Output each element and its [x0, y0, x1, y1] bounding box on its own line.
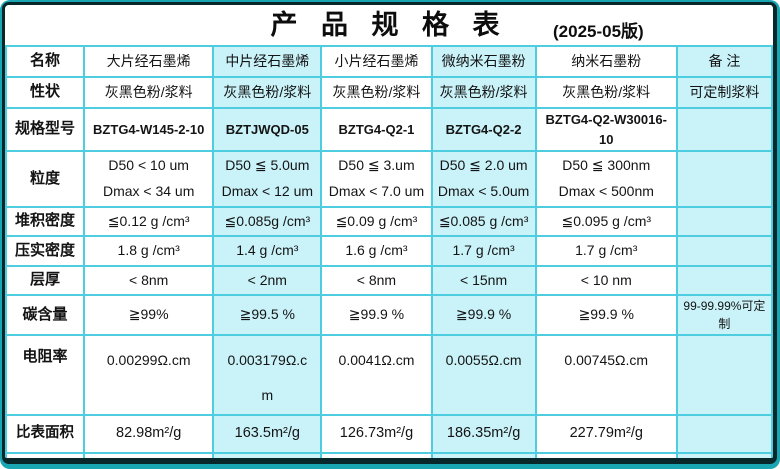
spec-cell: D50 ≦ 2.0 um Dmax < 5.0um: [430, 150, 537, 208]
row-label: 名称: [5, 45, 86, 78]
spec-cell: ≦0.085 g /cm³: [430, 205, 537, 237]
spec-cell: < 2nm: [212, 264, 323, 296]
spec-cell: ≦0.085g /cm³: [212, 205, 323, 237]
spec-cell: 导电浆料、涂料: [83, 451, 215, 458]
note-cell: [675, 234, 773, 267]
row-name: 名称 大片经石墨烯 中片经石墨烯 小片经石墨烯 微纳米石墨粉 纳米石墨粉 备 注: [5, 45, 773, 78]
spec-cell: 1.6 g /cm³: [320, 234, 433, 267]
spec-cell: 126.73m²/g: [320, 413, 433, 454]
spec-cell: 纺丝/喷丝/超导塑 料: [320, 451, 433, 458]
row-label: 压实密度: [5, 234, 86, 267]
spec-cell: ≧99.9 %: [320, 293, 433, 336]
spec-cell: BZTJWQD-05: [212, 107, 323, 152]
spec-cell: < 8nm: [83, 264, 215, 296]
row-layer-thickness: 层厚 < 8nm < 2nm < 8nm < 15nm < 10 nm: [5, 264, 773, 296]
spec-cell: 0.00745Ω.cm: [534, 333, 678, 416]
spec-cell: 军工/防腐/屏蔽/ 电容/电池辅材: [430, 451, 537, 458]
note-cell: [675, 107, 773, 152]
spec-cell: ≧99%: [83, 293, 215, 336]
spec-cell: ≦0.12 g /cm³: [83, 205, 215, 237]
spec-cell: BZTG4-Q2-W30016-10: [534, 107, 678, 152]
spec-cell: < 15nm: [430, 264, 537, 296]
spec-cell: 0.00299Ω.cm: [83, 333, 215, 416]
column-header: 中片经石墨烯: [212, 45, 323, 78]
row-compacted-density: 压实密度 1.8 g /cm³ 1.4 g /cm³ 1.6 g /cm³ 1.…: [5, 234, 773, 267]
row-label: 规格型号: [5, 107, 86, 152]
spec-cell: BZTG4-W145-2-10: [83, 107, 215, 152]
spec-cell: D50 < 10 um Dmax < 34 um: [83, 150, 215, 208]
spec-cell: BZTG4-Q2-2: [430, 107, 537, 152]
spec-cell: 163.5m²/g: [212, 413, 323, 454]
column-header-notes: 备 注: [675, 45, 773, 78]
note-cell: 99-99.99%可定制: [675, 293, 773, 336]
spec-cell: 0.0041Ω.cm: [320, 333, 433, 416]
column-header: 微纳米石墨粉: [430, 45, 537, 78]
spec-cell: 82.98m²/g: [83, 413, 215, 454]
spec-cell: 227.79m²/g: [534, 413, 678, 454]
row-resistivity: 电阻率 0.00299Ω.cm 0.003179Ω.c m 0.0041Ω.cm…: [5, 333, 773, 416]
row-label: 比表面积: [5, 413, 86, 454]
column-header: 纳米石墨粉: [534, 45, 678, 78]
spec-cell: ≦0.09 g /cm³: [320, 205, 433, 237]
spec-cell: ≧99.5 %: [212, 293, 323, 336]
note-cell: [675, 205, 773, 237]
spec-cell: 1.7 g /cm³: [534, 234, 678, 267]
note-cell: [675, 413, 773, 454]
spec-cell: 0.003179Ω.c m: [212, 333, 323, 416]
note-cell: 可定制浆料: [675, 76, 773, 109]
title-bar: 产 品 规 格 表 (2025-05版): [5, 5, 773, 45]
row-label: 性状: [5, 76, 86, 109]
spec-cell: ≦0.095 g /cm³: [534, 205, 678, 237]
row-appearance: 性状 灰黑色粉/浆料 灰黑色粉/浆料 灰黑色粉/浆料 灰黑色粉/浆料 灰黑色粉/…: [5, 76, 773, 109]
row-label: 应用领域: [5, 451, 86, 458]
row-bulk-density: 堆积密度 ≦0.12 g /cm³ ≦0.085g /cm³ ≦0.09 g /…: [5, 205, 773, 237]
spec-cell: 1.4 g /cm³: [212, 234, 323, 267]
column-header: 大片经石墨烯: [83, 45, 215, 78]
spec-cell: BZTG4-Q2-1: [320, 107, 433, 152]
spec-cell: ≧99.9 %: [430, 293, 537, 336]
page-title: 产 品 规 格 表: [270, 9, 508, 40]
row-label: 堆积密度: [5, 205, 86, 237]
spec-cell: ≧99.9 %: [534, 293, 678, 336]
row-carbon-content: 碳含量 ≧99% ≧99.5 % ≧99.9 % ≧99.9 % ≧99.9 %…: [5, 293, 773, 336]
note-cell: [675, 264, 773, 296]
column-header: 小片经石墨烯: [320, 45, 433, 78]
row-particle-size: 粒度 D50 < 10 um Dmax < 34 um D50 ≦ 5.0um …: [5, 150, 773, 208]
spec-cell: 灰黑色粉/浆料: [534, 76, 678, 109]
row-label: 层厚: [5, 264, 86, 296]
spec-cell: 屏蔽/防腐涂料: [212, 451, 323, 458]
version-label: (2025-05版): [553, 22, 644, 41]
row-label: 粒度: [5, 150, 86, 208]
row-application-fields: 应用领域 导电浆料、涂料 屏蔽/防腐涂料 纺丝/喷丝/超导塑 料 军工/防腐/屏…: [5, 451, 773, 458]
spec-sheet: 产 品 规 格 表 (2025-05版) 名称 大片经石墨烯 中片经石墨烯 小片…: [2, 2, 777, 464]
row-specific-surface-area: 比表面积 82.98m²/g 163.5m²/g 126.73m²/g 186.…: [5, 413, 773, 454]
spec-cell: 军工/防腐/屏蔽/全纳米 应用场景: [534, 451, 678, 458]
spec-cell: 灰黑色粉/浆料: [83, 76, 215, 109]
row-label: 碳含量: [5, 293, 86, 336]
spec-cell: D50 ≦ 300nm Dmax < 500nm: [534, 150, 678, 208]
spec-cell: 0.0055Ω.cm: [430, 333, 537, 416]
spec-cell: 1.8 g /cm³: [83, 234, 215, 267]
spec-cell: 灰黑色粉/浆料: [212, 76, 323, 109]
spec-cell: D50 ≦ 5.0um Dmax < 12 um: [212, 150, 323, 208]
row-label: 电阻率: [5, 333, 86, 416]
spec-cell: 灰黑色粉/浆料: [430, 76, 537, 109]
row-model: 规格型号 BZTG4-W145-2-10 BZTJWQD-05 BZTG4-Q2…: [5, 107, 773, 152]
note-cell: [675, 451, 773, 458]
spec-cell: D50 ≦ 3.um Dmax < 7.0 um: [320, 150, 433, 208]
note-cell: [675, 150, 773, 208]
spec-table: 名称 大片经石墨烯 中片经石墨烯 小片经石墨烯 微纳米石墨粉 纳米石墨粉 备 注…: [5, 45, 773, 458]
spec-cell: 186.35m²/g: [430, 413, 537, 454]
spec-cell: < 10 nm: [534, 264, 678, 296]
spec-cell: < 8nm: [320, 264, 433, 296]
note-cell: [675, 333, 773, 416]
spec-cell: 1.7 g /cm³: [430, 234, 537, 267]
spec-cell: 灰黑色粉/浆料: [320, 76, 433, 109]
